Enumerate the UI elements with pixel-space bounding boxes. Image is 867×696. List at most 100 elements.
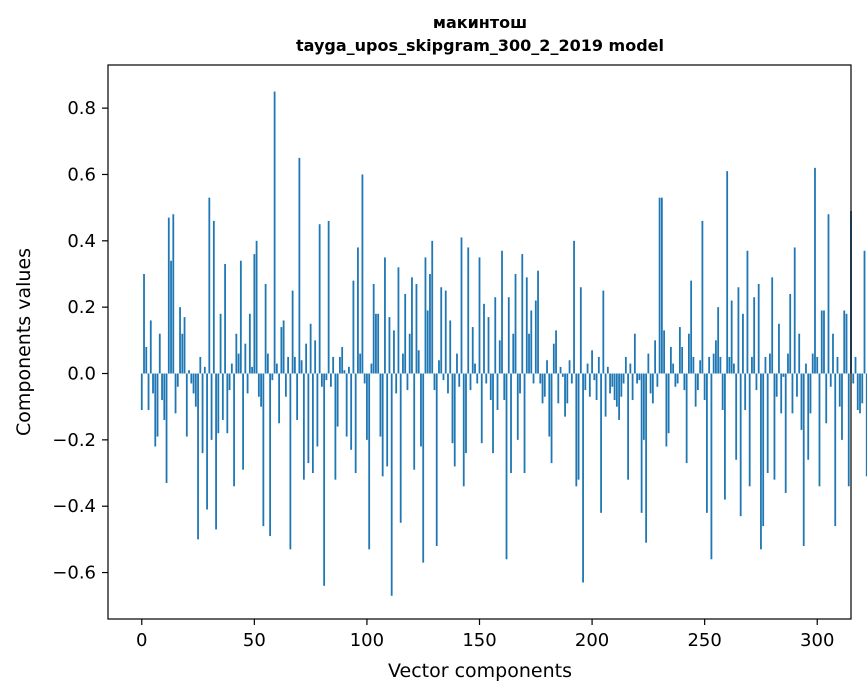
y-tick-label: 0.8	[67, 98, 96, 119]
bar	[701, 220, 704, 374]
bar	[739, 373, 742, 517]
bar	[316, 373, 319, 447]
bar	[393, 330, 395, 374]
bar	[843, 310, 846, 374]
chart-title-line-1: макинтош	[433, 13, 527, 32]
bar	[217, 373, 220, 434]
bar	[802, 373, 805, 547]
bar	[239, 260, 242, 374]
bar	[667, 373, 670, 434]
bar	[523, 373, 526, 474]
bar	[706, 373, 708, 513]
bar	[591, 350, 593, 374]
bar	[742, 313, 744, 374]
bar	[627, 373, 629, 480]
bar	[575, 373, 578, 487]
bar	[224, 264, 226, 374]
bar	[149, 320, 152, 374]
bar	[172, 214, 175, 374]
bar	[420, 373, 422, 447]
bar	[793, 247, 796, 374]
bar	[165, 373, 168, 483]
bar	[190, 373, 193, 384]
bar	[773, 373, 776, 480]
bar	[143, 273, 145, 374]
bar	[429, 273, 431, 374]
bar	[584, 373, 587, 391]
bar	[748, 373, 751, 487]
bar	[651, 373, 654, 404]
bar	[615, 373, 618, 407]
bar	[757, 283, 760, 374]
bar	[298, 157, 301, 374]
bar	[613, 373, 616, 401]
bar	[525, 277, 528, 374]
bar	[185, 373, 188, 437]
bar	[564, 373, 566, 417]
bar	[480, 373, 483, 444]
bar	[287, 356, 290, 374]
bar	[717, 307, 720, 374]
bar	[771, 277, 774, 374]
bar	[406, 373, 409, 391]
bar	[424, 257, 427, 374]
bar	[647, 353, 650, 374]
bar	[726, 171, 729, 374]
bar	[552, 343, 555, 374]
bar	[402, 353, 404, 374]
bar	[642, 373, 645, 440]
bar	[505, 373, 508, 560]
bar	[174, 373, 177, 414]
bar	[660, 197, 663, 374]
bar	[708, 356, 711, 374]
bar	[417, 350, 420, 374]
bar	[370, 363, 373, 374]
bar	[631, 373, 634, 401]
bar	[809, 373, 812, 414]
bar	[697, 373, 699, 391]
bar	[192, 373, 195, 394]
bar	[595, 373, 598, 401]
bar	[681, 346, 684, 374]
bar	[820, 310, 823, 374]
bar	[501, 250, 503, 374]
bar	[733, 363, 735, 374]
bar	[492, 373, 494, 454]
y-tick-label: −0.6	[52, 563, 96, 584]
bar	[561, 373, 564, 377]
bar	[539, 373, 542, 384]
bar	[465, 373, 467, 454]
bar	[852, 373, 855, 384]
bar	[289, 373, 292, 550]
bar	[379, 373, 382, 437]
bar	[789, 293, 792, 374]
bar	[606, 366, 609, 374]
bar	[823, 310, 825, 374]
bar	[372, 283, 375, 374]
bar	[764, 356, 767, 374]
bar	[248, 313, 251, 374]
bar	[496, 373, 499, 410]
bar	[251, 366, 253, 374]
bar	[649, 373, 652, 394]
bar	[435, 373, 438, 547]
bar	[602, 290, 605, 374]
bar	[311, 373, 314, 474]
bar	[593, 373, 596, 381]
bar	[411, 277, 413, 374]
bar	[586, 363, 589, 374]
bar	[791, 373, 794, 414]
bar	[158, 333, 161, 374]
x-axis-label: Vector components	[388, 660, 572, 682]
bar	[388, 317, 391, 374]
bar	[597, 356, 600, 374]
bar	[264, 283, 267, 374]
x-tick-label: 200	[575, 630, 609, 651]
bar	[226, 373, 229, 434]
bar	[798, 333, 801, 374]
bar	[577, 373, 580, 480]
bar	[863, 250, 866, 374]
bar	[368, 373, 371, 550]
bar	[865, 373, 867, 477]
